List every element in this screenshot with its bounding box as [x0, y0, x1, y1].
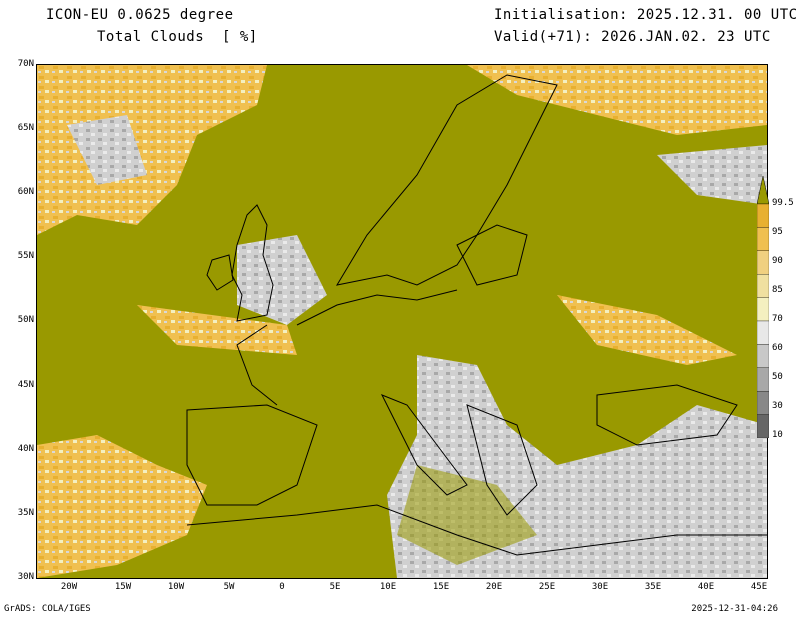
- lon-label: 10E: [379, 582, 397, 592]
- colorbar-cell: [757, 203, 769, 228]
- footer-timestamp: 2025-12-31-04:26: [691, 604, 778, 614]
- lon-label: 35E: [644, 582, 662, 592]
- lat-label: 45N: [17, 380, 34, 390]
- lon-label: 45E: [750, 582, 768, 592]
- lat-label: 30N: [17, 572, 34, 582]
- colorbar-label: 30: [772, 401, 783, 411]
- lon-label: 25E: [538, 582, 556, 592]
- colorbar-cell: [757, 320, 769, 345]
- init-time: Initialisation: 2025.12.31. 00 UTC: [494, 7, 798, 23]
- lon-label: 0: [279, 582, 285, 592]
- colorbar-cell: [757, 344, 769, 368]
- colorbar-cell: [757, 227, 769, 251]
- lat-label: 70N: [17, 59, 34, 69]
- colorbar-cell: [757, 391, 769, 415]
- colorbar-cell: [757, 274, 769, 298]
- valid-time: Valid(+71): 2026.JAN.02. 23 UTC: [494, 29, 771, 45]
- model-title: ICON-EU 0.0625 degree: [46, 7, 234, 23]
- colorbar: [757, 176, 769, 438]
- cloud-field: [37, 65, 767, 578]
- colorbar-label: 85: [772, 285, 783, 295]
- lat-label: 50N: [17, 315, 34, 325]
- colorbar-label: 10: [772, 430, 783, 440]
- lat-label: 60N: [17, 187, 34, 197]
- colorbar-label: 95: [772, 227, 783, 237]
- lon-label: 15W: [114, 582, 132, 592]
- lon-label: 20E: [485, 582, 503, 592]
- lat-label: 40N: [17, 444, 34, 454]
- colorbar-cell: [757, 414, 769, 438]
- lon-label: 20W: [60, 582, 78, 592]
- lat-label: 65N: [17, 123, 34, 133]
- lon-label: 10W: [167, 582, 185, 592]
- colorbar-arrow: [757, 176, 769, 205]
- footer-credit: GrADS: COLA/IGES: [4, 604, 91, 614]
- lon-label: 30E: [591, 582, 609, 592]
- colorbar-cell: [757, 297, 769, 322]
- colorbar-label: 70: [772, 314, 783, 324]
- lon-label: 5W: [223, 582, 235, 592]
- lat-label: 35N: [17, 508, 34, 518]
- lon-label: 5E: [329, 582, 341, 592]
- colorbar-cell: [757, 367, 769, 392]
- lon-label: 15E: [432, 582, 450, 592]
- colorbar-label: 99.5: [772, 198, 794, 208]
- variable-title: Total Clouds [ %]: [97, 29, 258, 45]
- colorbar-label: 50: [772, 372, 783, 382]
- colorbar-label: 90: [772, 256, 783, 266]
- lat-label: 55N: [17, 251, 34, 261]
- cloud-map: [36, 64, 768, 579]
- lon-label: 40E: [697, 582, 715, 592]
- colorbar-label: 60: [772, 343, 783, 353]
- colorbar-cell: [757, 250, 769, 275]
